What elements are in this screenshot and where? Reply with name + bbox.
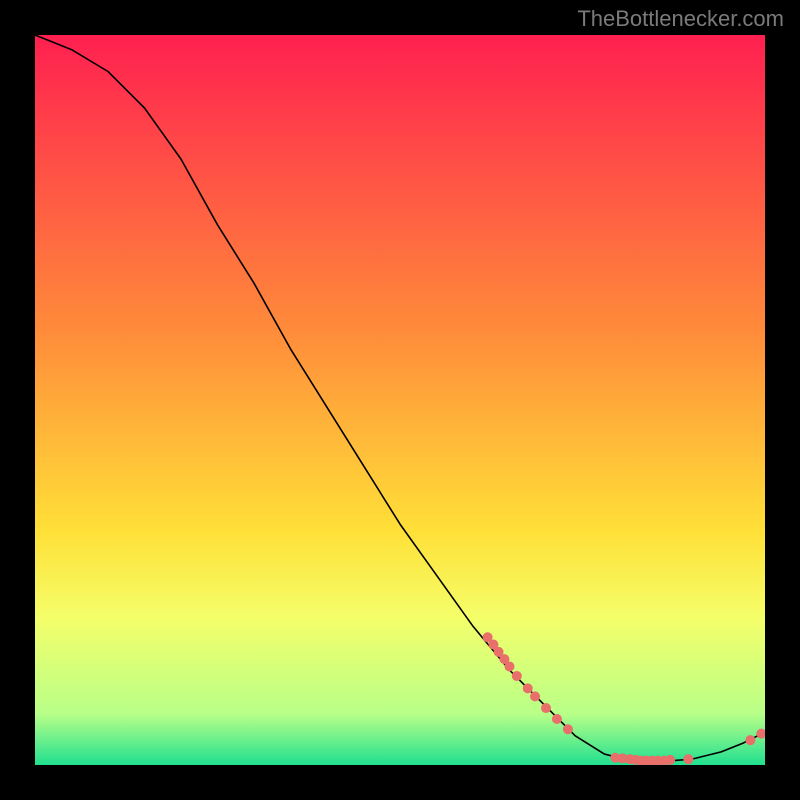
- plot-background: [35, 35, 765, 765]
- data-point: [541, 703, 551, 713]
- data-point: [745, 735, 755, 745]
- plot-area: [35, 35, 765, 765]
- data-point: [530, 691, 540, 701]
- data-point: [512, 671, 522, 681]
- chart-container: TheBottlenecker.com: [0, 0, 800, 800]
- data-point: [563, 724, 573, 734]
- watermark-text: TheBottlenecker.com: [577, 6, 784, 32]
- data-point: [552, 714, 562, 724]
- plot-svg: [35, 35, 765, 765]
- data-point: [683, 754, 693, 764]
- data-point: [505, 661, 515, 671]
- data-point: [665, 755, 675, 765]
- data-point: [523, 683, 533, 693]
